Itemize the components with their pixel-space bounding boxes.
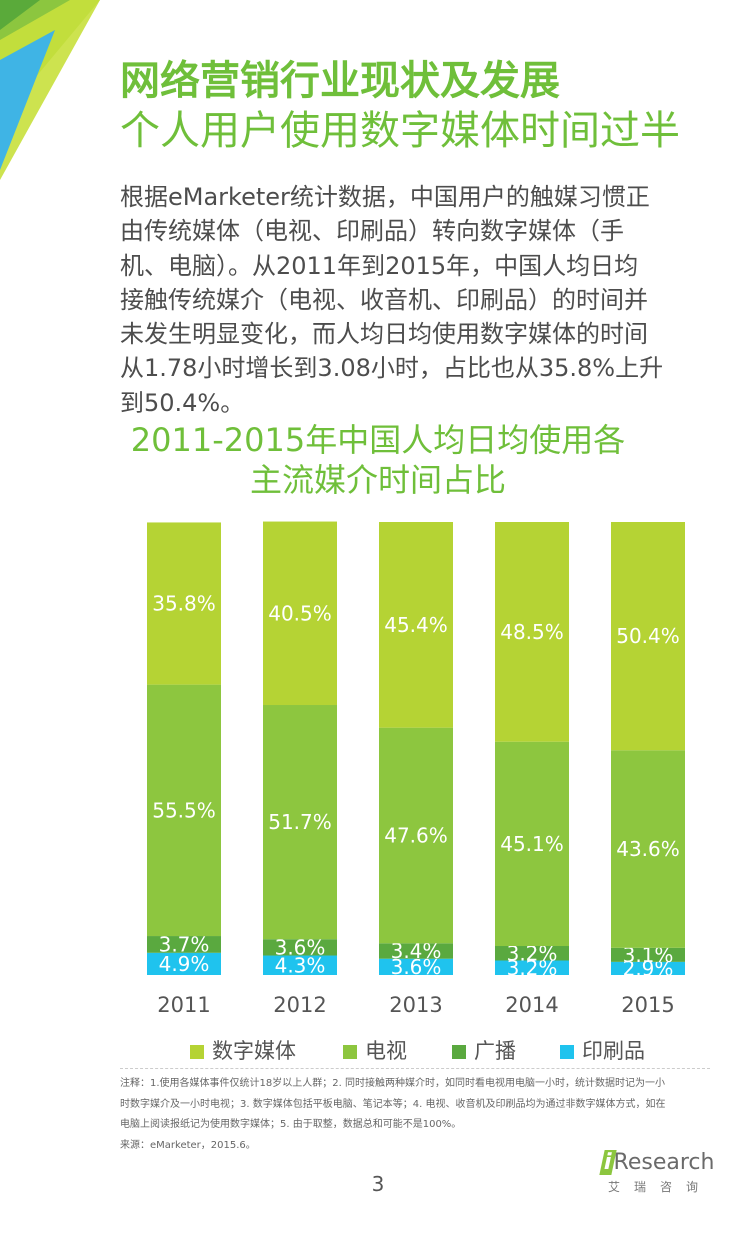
body-line: 接触传统媒介（电视、收音机、印刷品）的时间并: [120, 285, 648, 314]
legend-swatch: [343, 1045, 357, 1059]
legend-label: 电视: [365, 1039, 407, 1063]
bar-segment: [379, 522, 453, 728]
data-label: 4.9%: [159, 952, 210, 976]
data-label: 45.1%: [500, 832, 564, 856]
data-label: 43.6%: [616, 837, 680, 861]
data-label: 50.4%: [616, 624, 680, 648]
footnote-line: 时数字媒介及一小时电视；3. 数字媒体包括平板电脑、笔记本等；4. 电视、收音机…: [120, 1098, 666, 1110]
body-line: 从1.78小时增长到3.08小时，占比也从35.8%上升: [120, 354, 664, 383]
data-label: 3.6%: [275, 935, 326, 959]
page-title: 网络营销行业现状及发展: [120, 58, 560, 104]
chart-title: 2011-2015年中国人均日均使用各 主流媒介时间占比: [0, 420, 756, 500]
data-label: 4.3%: [275, 953, 326, 977]
data-label: 35.8%: [152, 592, 216, 616]
page-subtitle: 个人用户使用数字媒体时间过半: [120, 108, 680, 154]
bar-segment: [263, 939, 337, 956]
corner-decoration: [0, 0, 100, 180]
bar-segment: [379, 943, 453, 959]
body-line: 由传统媒体（电视、印刷品）转向数字媒体（手: [120, 217, 624, 246]
data-label: 40.5%: [268, 601, 332, 625]
stacked-bar-chart: 4.9%3.7%55.5%35.8%20114.3%3.6%51.7%40.5%…: [147, 521, 685, 1017]
bar-segment: [495, 522, 569, 742]
data-label: 51.7%: [268, 810, 332, 834]
data-label: 3.7%: [159, 932, 210, 956]
bar-segment: [379, 727, 453, 944]
body-line: 未发生明显变化，而人均日均使用数字媒体的时间: [120, 320, 648, 349]
data-label: 3.6%: [391, 955, 442, 979]
data-label: 45.4%: [384, 613, 448, 637]
bar-segment: [147, 952, 221, 975]
bar-segment: [495, 946, 569, 961]
data-label: 48.5%: [500, 620, 564, 644]
bar-segment: [147, 936, 221, 953]
legend-item-radio: 广播: [452, 1035, 516, 1065]
x-tick-label: 2013: [389, 993, 442, 1017]
logo-subtitle: 艾瑞咨询: [608, 1180, 713, 1194]
legend-swatch: [452, 1045, 466, 1059]
bar-segment: [263, 955, 337, 975]
chart-title-line: 2011-2015年中国人均日均使用各: [130, 421, 626, 459]
bar-segment: [495, 960, 569, 975]
footnote-line: 注释：1.使用各媒体事件仅统计18岁以上人群；2. 同时接触两种媒介时，如同时看…: [120, 1078, 665, 1089]
bar-segment: [495, 741, 569, 947]
logo-text: Research: [613, 1150, 715, 1175]
legend-item-print: 印刷品: [560, 1035, 645, 1065]
iresearch-logo: iResearch 艾瑞咨询: [599, 1150, 715, 1195]
bar-segment: [263, 705, 337, 940]
footnotes: 注释：1.使用各媒体事件仅统计18岁以上人群；2. 同时接触两种媒介时，如同时看…: [120, 1074, 712, 1156]
bar-segment: [147, 522, 221, 685]
bar-segment: [263, 521, 337, 706]
logo-wordmark: iResearch: [599, 1150, 715, 1175]
body-line: 根据eMarketer统计数据，中国用户的触媒习惯正: [120, 183, 650, 211]
legend-label: 数字媒体: [212, 1039, 296, 1063]
legend-label: 印刷品: [582, 1039, 645, 1063]
data-label: 55.5%: [152, 798, 216, 822]
bar-segment: [611, 750, 685, 948]
bar-segment: [379, 958, 453, 975]
footnote-line: 电脑上阅读报纸记为使用数字媒体；5. 由于取整，数据总和可能不是100%。: [120, 1119, 462, 1130]
x-tick-label: 2014: [505, 993, 558, 1017]
body-line: 机、电脑）。从2011年到2015年，中国人均日均: [120, 251, 639, 280]
x-tick-label: 2011: [157, 993, 210, 1017]
x-tick-label: 2012: [273, 993, 326, 1017]
bar-segment: [611, 947, 685, 962]
bar-segment: [611, 961, 685, 975]
body-line: 到50.4%。: [120, 388, 245, 417]
notes-divider: [120, 1068, 710, 1069]
legend-label: 广播: [474, 1039, 516, 1063]
page-number: 3: [371, 1172, 385, 1196]
legend-swatch: [190, 1045, 204, 1059]
x-tick-label: 2015: [621, 993, 674, 1017]
chart-title-line: 主流媒介时间占比: [249, 461, 506, 499]
source-line: 来源：eMarketer，2015.6。: [120, 1139, 256, 1151]
legend-item-digital: 数字媒体: [190, 1035, 296, 1065]
bar-segment: [147, 684, 221, 937]
legend-item-tv: 电视: [343, 1035, 407, 1065]
body-paragraph: 根据eMarketer统计数据，中国用户的触媒习惯正 由传统媒体（电视、印刷品）…: [120, 180, 720, 420]
legend-swatch: [560, 1045, 574, 1059]
data-label: 47.6%: [384, 823, 448, 847]
bar-segment: [611, 522, 685, 751]
